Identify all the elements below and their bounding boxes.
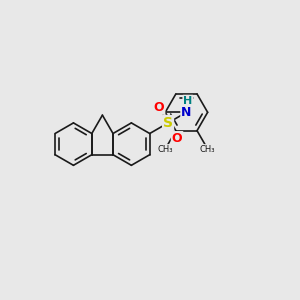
Text: N: N [181,106,192,119]
Text: CH₃: CH₃ [158,145,173,154]
Text: O: O [154,101,164,114]
Text: H: H [183,96,193,106]
Text: CH₃: CH₃ [200,145,215,154]
Text: O: O [172,132,182,145]
Text: S: S [163,116,173,130]
